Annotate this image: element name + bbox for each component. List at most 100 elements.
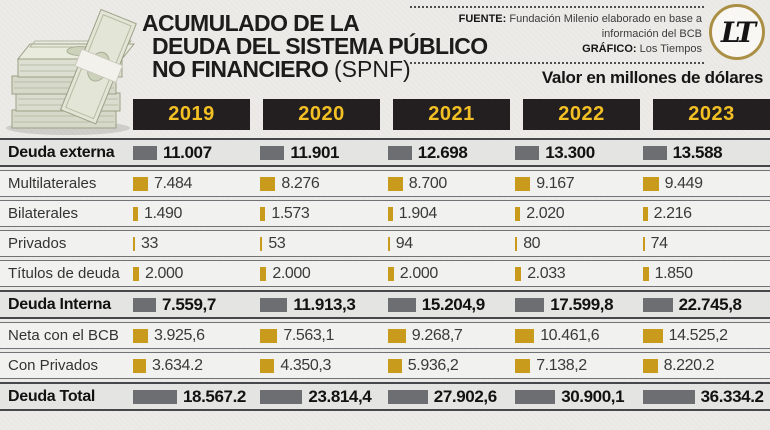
debt-value: 2.000 [145, 264, 184, 282]
debt-cell: 7.559,7 [133, 295, 260, 315]
debt-cell: 4.350,3 [260, 357, 387, 375]
debt-value: 2.000 [272, 264, 311, 282]
credit-label: GRÁFICO: [582, 43, 637, 55]
debt-bar [260, 328, 278, 343]
debt-value: 23.814,4 [308, 386, 372, 406]
debt-value: 11.913,3 [293, 294, 356, 314]
los-tiempos-logo: LT [709, 4, 765, 60]
debt-value: 11.901 [290, 142, 340, 162]
debt-bar [387, 236, 390, 251]
debt-cell: 36.334.2 [642, 386, 770, 407]
table-row: Neta con el BCB 3.925,6 7.563,1 9.268,7 10.4… [0, 322, 770, 349]
debt-cell: 22.745,8 [642, 295, 770, 315]
debt-value: 2.033 [527, 264, 566, 282]
row-label: Deuda externa [8, 143, 115, 161]
debt-cell: 9.449 [642, 174, 770, 193]
debt-cell: 17.599,8 [515, 295, 642, 315]
debt-bar [260, 266, 267, 281]
debt-bar [260, 236, 263, 251]
row-label: Títulos de deuda [8, 265, 120, 282]
debt-value: 9.449 [664, 174, 703, 192]
debt-value: 3.634.2 [152, 356, 203, 374]
debt-value: 2.216 [653, 204, 692, 222]
debt-cell: 80 [515, 235, 642, 253]
title-line-2: DEUDA DEL SISTEMA PÚBLICO [152, 33, 488, 59]
year-column-2022: 2022 [523, 99, 640, 130]
debt-cell: 13.588 [642, 142, 770, 163]
debt-value: 8.220.2 [663, 356, 715, 374]
debt-value: 4.350,3 [280, 356, 331, 374]
page-title: ACUMULADO DE LA DEUDA DEL SISTEMA PÚBLIC… [142, 12, 488, 81]
debt-cell: 2.216 [642, 204, 770, 223]
debt-cell: 5.936,2 [387, 357, 515, 375]
source-line: FUENTE: Fundación Milenio elaborado en b… [410, 12, 702, 42]
debt-cell: 18.567.2 [133, 387, 260, 407]
title-line-1: ACUMULADO DE LA [142, 10, 360, 36]
debt-cell: 1.490 [133, 205, 260, 223]
debt-value: 15.204,9 [421, 294, 485, 314]
credit-line: GRÁFICO: Los Tiempos [410, 42, 702, 57]
title-line-3: NO FINANCIERO (SPNF) [152, 56, 411, 82]
debt-bar [642, 236, 645, 251]
debt-cell: 11.901 [260, 143, 387, 163]
debt-bar [260, 297, 288, 312]
debt-value: 8.276 [281, 174, 320, 192]
debt-cell: 33 [133, 235, 260, 253]
debt-bar [387, 145, 412, 160]
debt-cell: 53 [260, 235, 387, 253]
debt-bar [260, 145, 285, 160]
debt-value: 13.300 [545, 142, 595, 162]
debt-bar [515, 358, 531, 373]
debt-cell: 3.925,6 [133, 327, 260, 345]
debt-bar [515, 176, 531, 191]
debt-value: 8.700 [408, 174, 447, 192]
debt-value: 36.334.2 [700, 386, 764, 406]
debt-cell: 9.268,7 [387, 326, 515, 345]
row-label: Multilaterales [8, 175, 97, 192]
debt-cell: 10.461,6 [515, 327, 642, 345]
debt-cell: 2.000 [260, 265, 387, 283]
debt-bar [260, 176, 276, 191]
debt-bar [642, 358, 658, 373]
debt-bar [387, 176, 403, 191]
debt-cell: 2.000 [133, 265, 260, 283]
debt-value: 13.588 [672, 142, 723, 162]
debt-value: 7.559,7 [162, 294, 216, 314]
debt-cell: 7.563,1 [260, 327, 387, 345]
debt-value: 27.902,6 [433, 386, 497, 406]
title-suffix: (SPNF) [334, 56, 411, 82]
table-row: Con Privados 3.634.2 4.350,3 5.936,2 7.138,2… [0, 352, 770, 379]
debt-cell: 2.000 [387, 265, 515, 283]
debt-value: 3.925,6 [154, 326, 205, 344]
debt-cell: 11.913,3 [260, 295, 387, 315]
debt-value: 1.573 [271, 204, 310, 222]
year-column-2021: 2021 [393, 99, 510, 130]
debt-value: 94 [395, 234, 413, 252]
debt-value: 17.599,8 [550, 294, 614, 314]
credit-text: Los Tiempos [639, 43, 702, 55]
debt-cell: 8.700 [387, 174, 515, 193]
table-row: Deuda externa 11.007 11.901 12.698 13.300 13.… [0, 138, 770, 167]
debt-cell: 27.902,6 [387, 386, 515, 407]
debt-value: 30.900,1 [561, 386, 625, 406]
debt-value: 9.268,7 [411, 326, 463, 344]
debt-value: 1.850 [654, 264, 693, 282]
debt-value: 11.007 [163, 142, 212, 162]
debt-bar [133, 236, 135, 251]
debt-cell: 13.300 [515, 143, 642, 163]
table-row: Deuda Total 18.567.2 23.814,4 27.902,6 30.90… [0, 382, 770, 411]
debt-value: 12.698 [417, 142, 468, 162]
debt-bar [133, 297, 156, 312]
debt-value: 53 [268, 234, 286, 252]
year-column-2020: 2020 [263, 99, 380, 130]
debt-bar [133, 176, 148, 191]
debt-value: 1.490 [144, 204, 183, 222]
debt-cell: 2.020 [515, 205, 642, 223]
debt-bar [133, 266, 139, 281]
debt-cell: 1.904 [387, 205, 515, 223]
debt-cell: 7.484 [133, 175, 260, 193]
table-row: Títulos de deuda 2.000 2.000 2.000 2.033 1.85… [0, 260, 770, 287]
debt-bar [515, 236, 518, 251]
debt-bar [133, 389, 177, 404]
row-label: Neta con el BCB [8, 327, 119, 344]
